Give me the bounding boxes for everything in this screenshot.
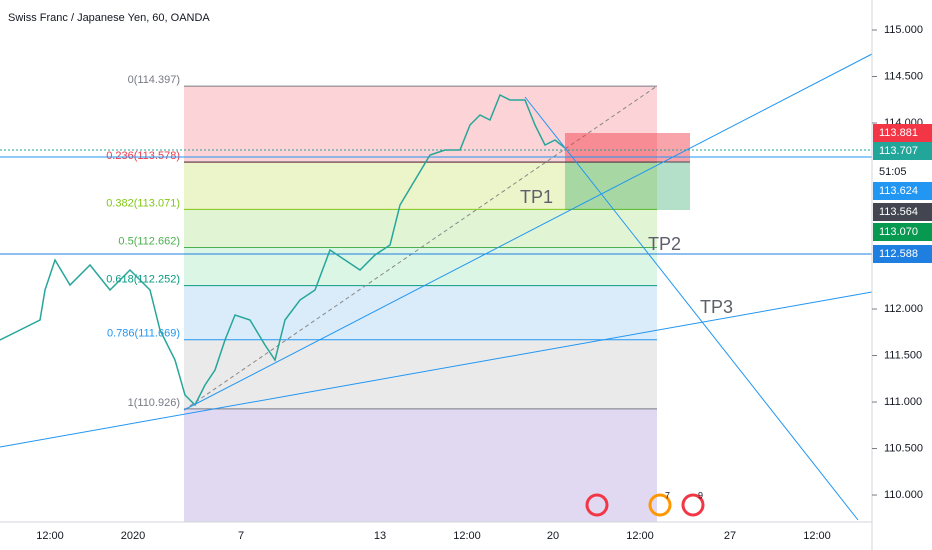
price-badge-label: 113.070 — [879, 226, 918, 238]
y-tick-label: 114.500 — [884, 70, 923, 82]
fib-band — [184, 339, 657, 409]
fib-label: 0.5(112.662) — [118, 235, 180, 247]
fib-label: 0.236(113.578) — [106, 150, 180, 162]
fib-retracement: 0(114.397) 0.236(113.578) 0.382(113.071) 0.… — [106, 74, 657, 522]
x-tick-label: 27 — [724, 530, 736, 542]
price-trace — [0, 93, 566, 407]
tp-label: TP3 — [700, 297, 733, 317]
y-tick-label: 115.000 — [884, 24, 923, 36]
x-tick-label: 12:00 — [626, 530, 654, 542]
price-badge-label: 113.707 — [879, 145, 918, 157]
event-count: 7 — [665, 490, 670, 500]
event-count: 9 — [698, 490, 703, 500]
price-badge-label: 51:05 — [879, 166, 907, 178]
price-badge — [873, 223, 932, 241]
price-badge — [873, 142, 932, 160]
fib-band — [184, 285, 657, 340]
trend-line — [524, 96, 859, 521]
price-badge — [873, 203, 932, 221]
x-tick-label: 12:00 — [36, 530, 64, 542]
price-badge-label: 113.881 — [879, 127, 918, 139]
fib-trend — [183, 85, 658, 411]
fib-label: 1(110.926) — [128, 397, 180, 409]
y-tick-label: 111.000 — [884, 396, 922, 408]
fib-band — [184, 408, 657, 522]
price-badge-label: 112.588 — [879, 248, 918, 260]
fib-label: 0(114.397) — [128, 74, 180, 86]
fib-label: 0.382(113.071) — [106, 197, 180, 209]
price-badge — [873, 245, 932, 263]
fib-label: 0.618(112.252) — [106, 273, 180, 285]
x-tick-label: 12:00 — [453, 530, 481, 542]
x-tick-label: 20 — [547, 530, 559, 542]
tp-label: TP1 — [520, 187, 553, 207]
event-icon[interactable] — [648, 493, 672, 517]
event-icon[interactable] — [681, 493, 705, 517]
fib-band — [184, 247, 657, 286]
x-tick-label: 13 — [374, 530, 386, 542]
price-badge — [873, 182, 932, 200]
price-badge-label: 113.564 — [879, 206, 918, 218]
x-tick-label: 12:00 — [803, 530, 831, 542]
price-badge — [873, 163, 932, 181]
y-tick-label: 111.500 — [884, 349, 922, 361]
event-icon[interactable] — [585, 493, 609, 517]
y-tick-label: 110.000 — [884, 489, 923, 501]
y-tick-label: 112.000 — [884, 303, 923, 315]
x-tick-label: 7 — [238, 530, 244, 542]
trend-line — [0, 291, 873, 448]
x-tick-label: 2020 — [121, 530, 145, 542]
fib-label: 0.786(111.669) — [107, 328, 180, 340]
axes: 115.000114.500114.000112.000111.500111.0… — [36, 24, 932, 542]
trend-line — [183, 53, 873, 411]
price-badge-label: 113.624 — [879, 185, 918, 197]
tp-label: TP2 — [648, 234, 681, 254]
price-badge — [873, 124, 932, 142]
y-tick-label: 110.500 — [884, 442, 923, 454]
fib-band — [184, 209, 657, 248]
title: Swiss Franc / Japanese Yen, 60, OANDA — [8, 12, 210, 24]
